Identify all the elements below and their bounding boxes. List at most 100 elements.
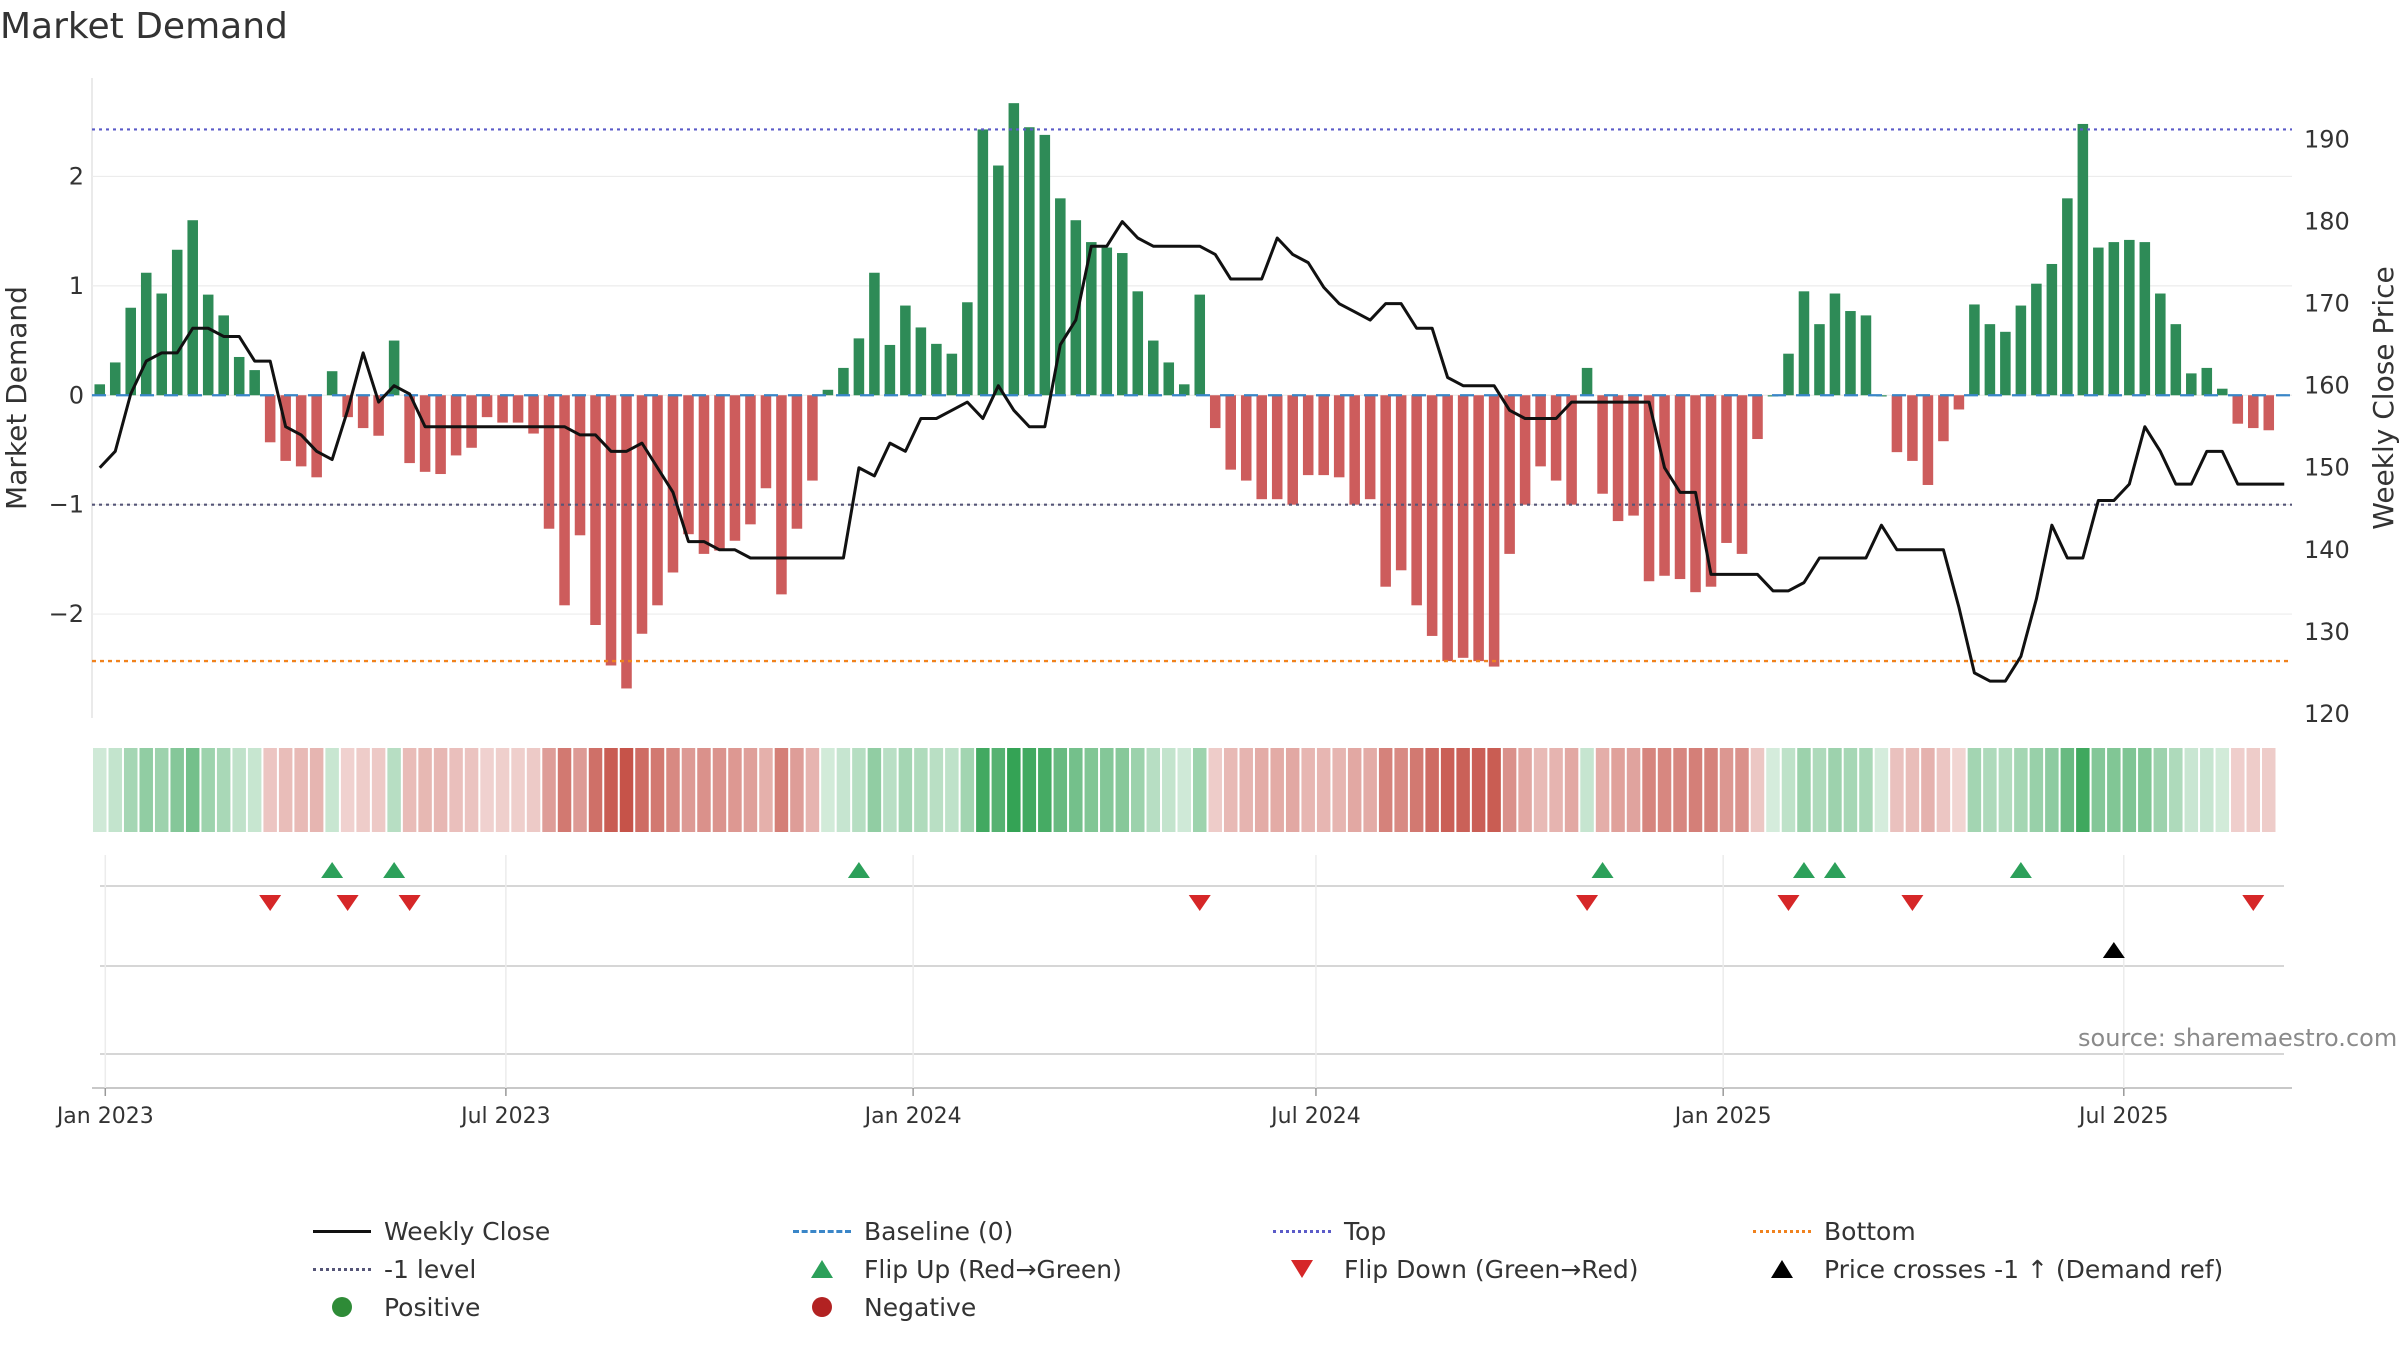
- demand-heat-cell: [201, 748, 215, 832]
- demand-bar: [1457, 395, 1469, 658]
- demand-heat-cell: [1905, 748, 1920, 832]
- demand-bar: [590, 395, 601, 625]
- demand-heat-cell: [123, 748, 138, 832]
- x-tick-label: Jul 2024: [1269, 1104, 1361, 1129]
- demand-heat-cell: [1409, 748, 1424, 832]
- demand-heat-cell: [991, 748, 1006, 832]
- demand-heat-cell: [1456, 748, 1470, 832]
- demand-heat-cell: [387, 748, 401, 832]
- demand-heat-cell: [1983, 748, 1997, 832]
- demand-bar: [683, 395, 694, 535]
- demand-bar: [1395, 395, 1407, 571]
- flip-up-marker: [847, 862, 870, 878]
- flip-up-marker: [321, 862, 344, 878]
- demand-heat-cell: [2122, 748, 2137, 832]
- demand-bar: [2000, 331, 2011, 396]
- demand-bar: [156, 293, 167, 396]
- demand-bar: [295, 395, 307, 467]
- flip-up-triangle-icon: [811, 1260, 833, 1278]
- source-attribution: source: sharemaestro.com: [2078, 1024, 2398, 1052]
- demand-heat-cell: [1580, 748, 1594, 832]
- demand-bar: [202, 294, 214, 396]
- demand-bar: [636, 395, 648, 634]
- demand-bar: [1070, 220, 1082, 396]
- demand-heat-cell: [1038, 748, 1052, 832]
- demand-bar: [125, 307, 136, 396]
- demand-bar: [1783, 353, 1794, 396]
- demand-bar: [1798, 291, 1810, 396]
- positive-dot-icon: [332, 1297, 352, 1317]
- y-tick-label: 0: [69, 381, 84, 409]
- demand-heat-cell: [185, 748, 200, 832]
- demand-heat-cell: [1162, 748, 1176, 832]
- demand-bar: [1519, 395, 1531, 505]
- price-cross-marker: [2102, 942, 2125, 958]
- demand-bar: [109, 362, 121, 396]
- demand-bar: [1318, 395, 1329, 476]
- demand-heat-cell: [557, 748, 572, 832]
- demand-heat-cell: [1704, 748, 1718, 832]
- demand-bar: [1504, 395, 1515, 554]
- demand-bar: [760, 395, 772, 489]
- y2-tick-label: 170: [2304, 290, 2350, 318]
- demand-bar: [1643, 395, 1655, 582]
- demand-bar: [559, 395, 570, 606]
- demand-heat-cell: [418, 748, 432, 832]
- demand-heat-cell: [1781, 748, 1796, 832]
- demand-bar: [1891, 395, 1903, 453]
- flip-down-marker: [398, 895, 421, 911]
- demand-heat-cell: [883, 748, 897, 832]
- legend-label-weekly-close: Weekly Close: [384, 1216, 551, 1246]
- demand-bar: [497, 395, 508, 423]
- demand-bar: [729, 395, 741, 541]
- demand-heat-cell: [1626, 748, 1641, 832]
- demand-bar: [776, 395, 787, 595]
- demand-heat-cell: [2076, 748, 2090, 832]
- demand-bar: [745, 395, 756, 525]
- demand-heat-cell: [1223, 748, 1238, 832]
- demand-bar: [466, 395, 477, 448]
- demand-heat-cell: [1270, 748, 1284, 832]
- legend-label-minus-one: -1 level: [384, 1254, 477, 1284]
- y-tick-label: 2: [69, 162, 84, 190]
- demand-heat-cell: [1471, 748, 1486, 832]
- demand-bar: [667, 395, 679, 573]
- demand-bar: [1473, 395, 1484, 662]
- legend-item-weekly-close: Weekly Close: [310, 1214, 550, 1248]
- demand-bar: [388, 340, 400, 396]
- demand-bar: [1333, 395, 1345, 478]
- demand-bar: [962, 302, 973, 396]
- demand-bar: [1674, 395, 1686, 580]
- demand-bar: [1829, 293, 1841, 396]
- demand-heat-cell: [433, 748, 448, 832]
- demand-heat-cell: [1921, 748, 1935, 832]
- demand-heat-cell: [1797, 748, 1811, 832]
- legend-item-baseline: Baseline (0): [790, 1214, 1013, 1248]
- y2-axis-label: Weekly Close Price: [2367, 266, 2400, 529]
- demand-bar: [1442, 395, 1453, 662]
- demand-bar: [2077, 123, 2089, 396]
- flip-up-marker: [1823, 862, 1846, 878]
- y2-tick-label: 150: [2304, 454, 2350, 482]
- legend-item-positive: Positive: [310, 1290, 480, 1324]
- demand-bar: [1736, 395, 1748, 554]
- legend-label-bottom: Bottom: [1824, 1216, 1916, 1246]
- demand-bar: [1938, 395, 1949, 442]
- demand-heat-cell: [1146, 748, 1161, 832]
- y-tick-label: −2: [49, 600, 84, 628]
- demand-heat-cell: [1254, 748, 1269, 832]
- flip-up-marker: [1591, 862, 1614, 878]
- demand-bar: [1984, 324, 1996, 396]
- demand-bar: [1163, 362, 1175, 396]
- demand-bar: [171, 249, 183, 396]
- demand-heat-cell: [805, 748, 820, 832]
- demand-heat-cell: [247, 748, 262, 832]
- demand-heat-cell: [1952, 748, 1966, 832]
- demand-heat-cell: [945, 748, 959, 832]
- demand-heat-cell: [2169, 748, 2183, 832]
- demand-bar: [2093, 247, 2104, 396]
- baseline-dash-icon: [793, 1229, 851, 1233]
- demand-bar: [1612, 395, 1624, 522]
- y2-tick-label: 130: [2304, 618, 2350, 646]
